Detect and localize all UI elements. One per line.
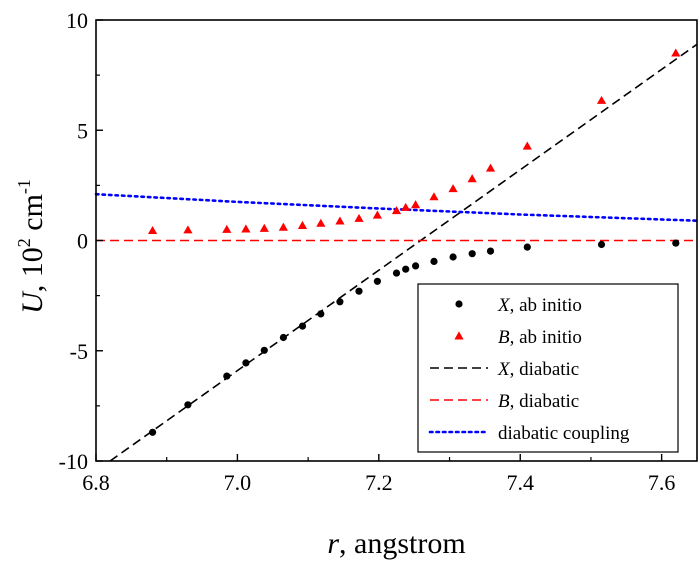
data-point-1-6 — [297, 220, 308, 229]
legend-label-rest: diabatic coupling — [498, 423, 630, 444]
x-tick-label: 7.6 — [648, 470, 676, 495]
legend-label-0: X, ab initio — [497, 295, 582, 316]
data-point-1-1 — [183, 225, 193, 234]
data-point-1-3 — [241, 224, 251, 233]
x-axis-title: r, angstrom — [327, 527, 465, 560]
data-point-1-14 — [429, 192, 439, 201]
data-point-1-18 — [522, 141, 532, 150]
x-tick-label: 7.2 — [365, 470, 393, 495]
legend-label-var: B — [498, 391, 510, 412]
data-point-1-15 — [448, 184, 458, 193]
data-point-1-19 — [596, 95, 607, 104]
legend-label-4: diabatic coupling — [498, 423, 630, 444]
data-point-1-10 — [372, 210, 383, 219]
legend-box — [417, 283, 679, 453]
legend-label-rest: , diabatic — [510, 359, 580, 380]
data-point-0-3 — [242, 359, 250, 367]
y-axis-title-mid: , 10 — [16, 247, 49, 292]
legend-label-var: X — [497, 359, 511, 380]
data-point-1-17 — [485, 163, 496, 172]
data-point-1-11 — [391, 206, 402, 215]
y-axis-title: U, 102 cm-1 — [14, 179, 49, 314]
data-point-0-18 — [523, 243, 531, 251]
x-tick-label: 7.4 — [506, 470, 534, 495]
data-point-1-2 — [222, 224, 232, 233]
data-point-0-10 — [373, 277, 381, 285]
data-point-0-6 — [298, 322, 307, 330]
legend-label-rest: , diabatic — [510, 391, 580, 412]
data-point-1-8 — [335, 216, 345, 225]
legend-marker-0 — [455, 300, 463, 308]
data-point-0-5 — [279, 333, 287, 342]
series-line-4 — [94, 192, 698, 222]
data-point-0-11 — [392, 269, 401, 277]
y-tick-label: 0 — [77, 229, 88, 254]
y-axis-title-var: U — [16, 290, 49, 314]
legend-label-var: X — [497, 295, 511, 316]
data-point-0-4 — [260, 346, 268, 354]
data-point-1-16 — [467, 174, 477, 183]
axis-ticks: 6.8 7.0 7.2 7.4 7.6 -10 -5 0 5 10 — [59, 8, 676, 495]
legend-marker-1 — [454, 331, 464, 340]
data-point-0-20 — [672, 239, 680, 247]
legend-label-rest: , ab initio — [510, 327, 582, 348]
data-point-1-0 — [147, 225, 158, 235]
y-axis-title-unit: cm — [16, 194, 49, 238]
data-point-1-7 — [316, 218, 326, 227]
legend-label-1: B, ab initio — [498, 327, 582, 348]
data-point-0-12 — [402, 265, 410, 273]
legend-label-3: B, diabatic — [498, 391, 579, 412]
data-point-0-19 — [597, 240, 606, 249]
x-tick-label: 6.8 — [82, 470, 110, 495]
data-point-0-7 — [317, 310, 325, 318]
legend-label-var: B — [498, 327, 510, 348]
y-axis-title-sup1: 2 — [14, 238, 34, 247]
x-axis-title-var: r — [327, 527, 339, 560]
series-line-2 — [109, 43, 698, 462]
data-point-1-12 — [401, 202, 411, 211]
data-point-0-2 — [223, 372, 231, 380]
data-point-0-15 — [449, 253, 457, 261]
y-tick-label: -10 — [59, 449, 88, 474]
data-point-0-1 — [184, 401, 192, 409]
plot-lines — [94, 43, 698, 462]
data-point-0-9 — [355, 287, 363, 295]
legend-label-rest: , ab initio — [510, 295, 582, 316]
data-point-0-16 — [468, 250, 476, 258]
data-point-1-4 — [259, 223, 269, 232]
data-point-1-13 — [410, 200, 421, 209]
data-point-1-20 — [671, 48, 681, 57]
data-point-0-8 — [336, 298, 344, 306]
data-point-0-17 — [486, 247, 495, 255]
data-point-1-5 — [278, 222, 288, 231]
y-axis-title-sup2: -1 — [14, 179, 34, 194]
legend-label-2: X, diabatic — [497, 359, 579, 380]
y-tick-label: -5 — [70, 339, 88, 364]
data-point-0-0 — [149, 428, 157, 436]
x-tick-label: 7.0 — [224, 470, 252, 495]
data-point-1-9 — [354, 213, 364, 222]
data-point-0-14 — [430, 257, 438, 265]
x-axis-title-rest: , angstrom — [339, 527, 466, 560]
data-point-0-13 — [412, 262, 420, 270]
plot-markers — [147, 48, 681, 436]
y-tick-label: 5 — [77, 118, 88, 143]
y-tick-label: 10 — [66, 8, 88, 33]
